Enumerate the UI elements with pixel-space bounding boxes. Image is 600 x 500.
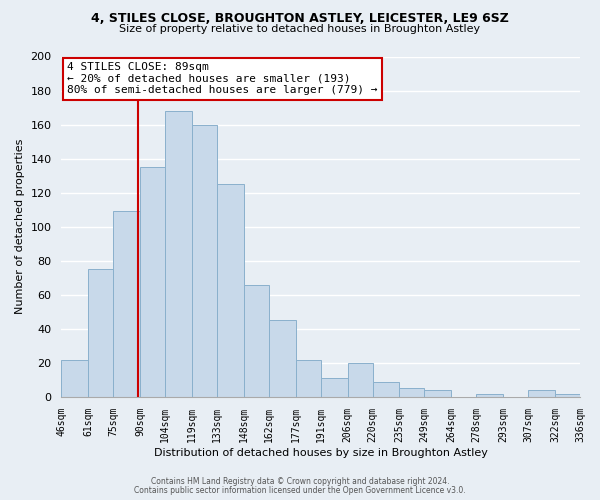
Bar [244, 284, 269, 397]
Bar [400, 388, 424, 397]
Bar [347, 363, 373, 397]
Bar [192, 124, 217, 397]
Bar [165, 111, 192, 397]
Text: Contains public sector information licensed under the Open Government Licence v3: Contains public sector information licen… [134, 486, 466, 495]
Bar [528, 390, 555, 397]
Bar [476, 394, 503, 397]
Bar [88, 270, 113, 397]
Bar [217, 184, 244, 397]
X-axis label: Distribution of detached houses by size in Broughton Astley: Distribution of detached houses by size … [154, 448, 488, 458]
Bar [113, 212, 140, 397]
Bar [140, 167, 165, 397]
Y-axis label: Number of detached properties: Number of detached properties [15, 139, 25, 314]
Text: 4 STILES CLOSE: 89sqm
← 20% of detached houses are smaller (193)
80% of semi-det: 4 STILES CLOSE: 89sqm ← 20% of detached … [67, 62, 377, 96]
Bar [321, 378, 347, 397]
Text: Contains HM Land Registry data © Crown copyright and database right 2024.: Contains HM Land Registry data © Crown c… [151, 477, 449, 486]
Bar [373, 382, 400, 397]
Bar [269, 320, 296, 397]
Bar [296, 360, 321, 397]
Text: Size of property relative to detached houses in Broughton Astley: Size of property relative to detached ho… [119, 24, 481, 34]
Bar [424, 390, 451, 397]
Text: 4, STILES CLOSE, BROUGHTON ASTLEY, LEICESTER, LE9 6SZ: 4, STILES CLOSE, BROUGHTON ASTLEY, LEICE… [91, 12, 509, 26]
Bar [61, 360, 88, 397]
Bar [555, 394, 580, 397]
